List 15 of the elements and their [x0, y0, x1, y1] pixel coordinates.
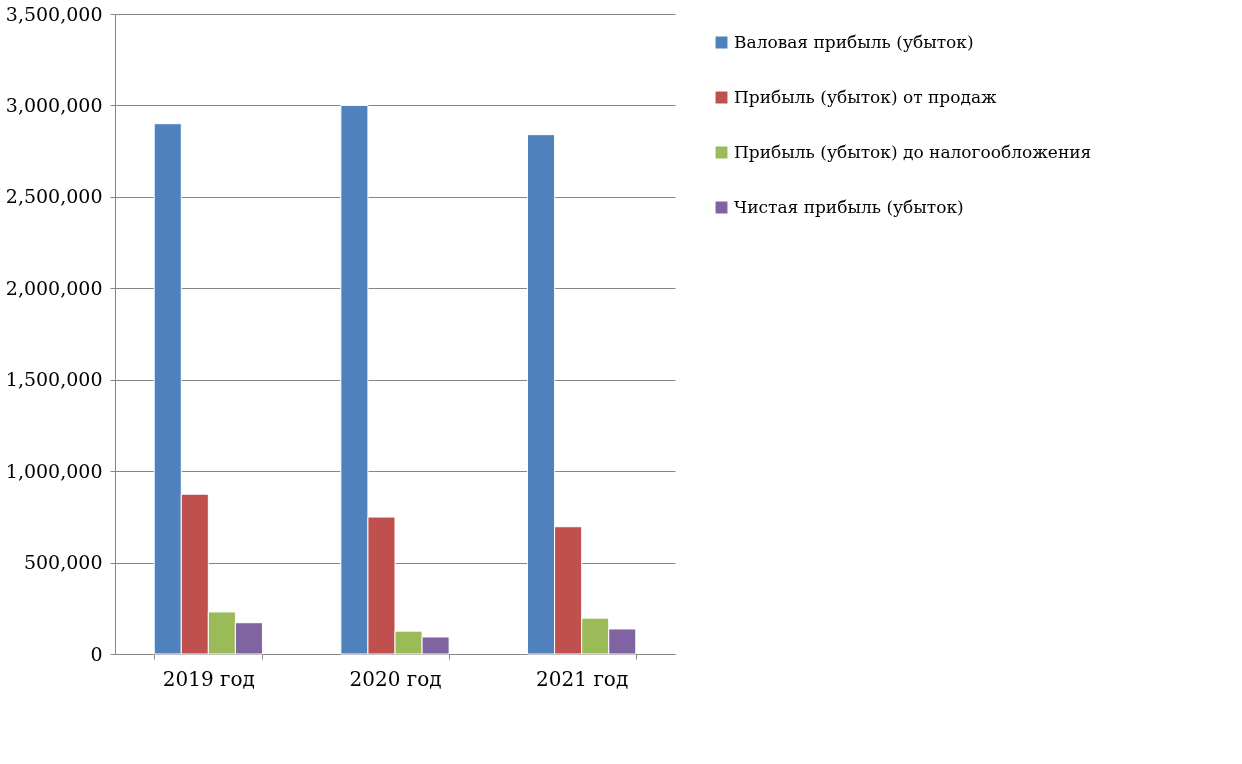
legend-label: Прибыль (убыток) до налогообложения — [734, 141, 1092, 162]
y-tick-label: 0 — [90, 642, 103, 665]
y-tick-label: 2,500,000 — [5, 185, 103, 208]
y-tick-label: 500,000 — [23, 551, 103, 574]
x-tick-label: 2019 год — [162, 666, 255, 691]
legend-label: Прибыль (убыток) от продаж — [734, 86, 998, 107]
x-tick-label: 2020 год — [349, 666, 442, 691]
y-tick-label: 1,000,000 — [5, 459, 103, 482]
y-tick-label: 2,000,000 — [5, 276, 103, 299]
legend-label: Валовая прибыль (убыток) — [734, 31, 974, 52]
y-tick-label: 3,000,000 — [5, 93, 103, 116]
y-tick-label: 1,500,000 — [5, 368, 103, 391]
legend-label: Чистая прибыль (убыток) — [734, 196, 964, 217]
y-tick-label: 3,500,000 — [5, 2, 103, 25]
x-tick-label: 2021 год — [536, 666, 629, 691]
